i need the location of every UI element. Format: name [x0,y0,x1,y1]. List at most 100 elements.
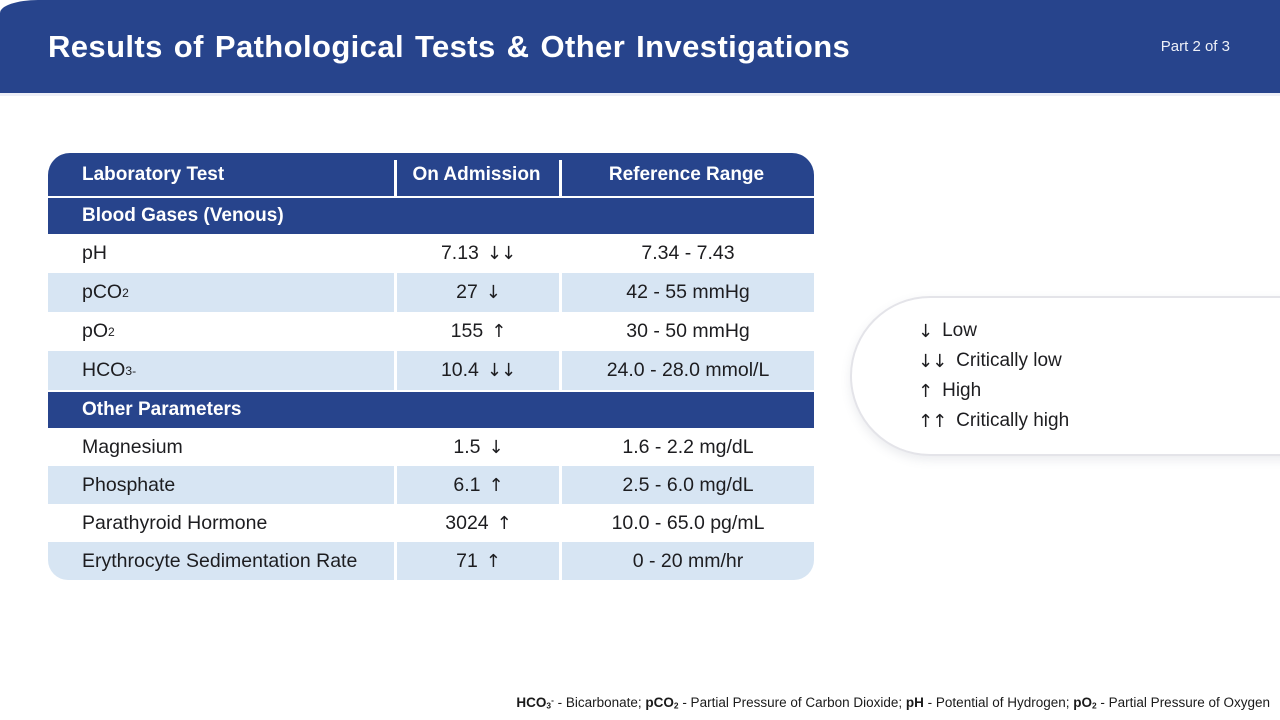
slide-title: Results of Pathological Tests & Other In… [48,28,851,64]
reference-range: 0 - 20 mm/hr [562,542,814,580]
trend-arrow-icon: ↓↓ [486,360,516,381]
legend-item-high: ↑ High [918,376,1280,406]
test-name: pH [48,234,394,273]
test-name-text: pCO [82,281,123,303]
test-name-text: pO [82,320,109,342]
legend-label: Low [942,320,977,341]
table-row-esr: Erythrocyte Sedimentation Rate 71 ↑ 0 - 2… [48,542,814,580]
reference-range: 42 - 55 mmHg [562,273,814,312]
trend-arrow-icon: ↓ [485,282,501,303]
trend-arrow-icon: ↑ [491,321,506,342]
section-title: Other Parameters [82,399,242,420]
abbreviation: pCO2 [645,695,678,710]
abbr-text: HCO [516,695,547,710]
table-row-pco2: pCO 2 27 ↓ 42 - 55 mmHg [48,273,814,312]
abbr-superscript: - [551,694,554,705]
row-separator [48,196,814,198]
test-name: Erythrocyte Sedimentation Rate [48,542,394,580]
test-name: pO 2 [48,312,394,351]
abbr-subscript: 2 [673,700,679,711]
legend-item-low: ↓ Low [918,316,1280,346]
admission-value: 3024 ↑ [397,504,559,542]
legend-label: Critically low [956,350,1062,371]
legend-item-critically-low: ↓↓ Critically low [918,346,1280,376]
header-banner: Results of Pathological Tests & Other In… [0,0,1280,96]
test-name-text: Parathyroid Hormone [82,511,268,534]
test-name-text: Erythrocyte Sedimentation Rate [82,549,358,572]
row-separator [48,390,814,392]
lab-results-table: Laboratory Test On Admission Reference R… [48,153,814,580]
test-name-text: Magnesium [82,435,183,458]
value-text: 7.13 [440,242,479,264]
double-up-arrow-icon: ↑↑ [918,410,947,432]
admission-value: 27 ↓ [397,273,559,312]
table-row-magnesium: Magnesium 1.5 ↓ 1.6 - 2.2 mg/dL [48,428,814,466]
abbreviation-footnote: HCO3- - Bicarbonate; pCO2 - Partial Pres… [516,695,1270,710]
trend-arrow-icon: ↑ [485,550,501,572]
abbreviation: HCO3- [516,695,553,710]
abbr-subscript: 3 [546,700,552,711]
value-text: 10.4 [440,359,479,381]
reference-range: 24.0 - 28.0 mmol/L [562,351,814,390]
trend-arrow-icon: ↓ [488,436,504,458]
header-divider [559,160,562,196]
reference-range: 30 - 50 mmHg [562,312,814,351]
table-row-ph: pH 7.13 ↓↓ 7.34 - 7.43 [48,234,814,273]
abbreviation-definition: - Partial Pressure of Carbon Dioxide; [678,695,906,710]
value-text: 155 [450,320,484,342]
test-name-text: HCO [82,359,126,381]
admission-value: 155 ↑ [397,312,559,351]
part-indicator: Part 2 of 3 [1160,38,1230,55]
header-divider [394,160,397,196]
abbr-text: pH [905,695,924,710]
section-header-other-parameters: Other Parameters [48,392,814,428]
admission-value: 71 ↑ [397,542,559,580]
value-text: 71 [456,549,478,572]
up-arrow-icon: ↑ [918,380,933,402]
reference-range: 10.0 - 65.0 pg/mL [562,504,814,542]
abbr-text: pO [1073,695,1093,710]
test-name: Parathyroid Hormone [48,504,394,542]
admission-value: 10.4 ↓↓ [397,351,559,390]
column-header-on-admission: On Admission [412,163,541,185]
abbreviation: pO2 [1073,695,1096,710]
reference-range: 7.34 - 7.43 [562,234,814,273]
admission-value: 6.1 ↑ [397,466,559,504]
double-down-arrow-icon: ↓↓ [918,350,947,372]
trend-arrow-icon: ↓↓ [486,243,516,264]
abbr-subscript: 2 [1092,700,1097,711]
value-text: 27 [456,281,478,303]
abbreviation-definition: - Potential of Hydrogen; [923,695,1074,710]
column-header-reference-range: Reference Range [608,163,765,185]
trend-arrow-icon: ↑ [488,474,504,496]
admission-value: 1.5 ↓ [397,428,559,466]
table-row-phosphate: Phosphate 6.1 ↑ 2.5 - 6.0 mg/dL [48,466,814,504]
reference-range: 2.5 - 6.0 mg/dL [562,466,814,504]
abbreviation-definition: - Partial Pressure of Oxygen [1096,695,1270,710]
test-name: pCO 2 [48,273,394,312]
test-name-text: pH [82,242,107,264]
legend-label: Critically high [956,410,1070,431]
legend-item-critically-high: ↑↑ Critically high [918,406,1280,436]
table-row-parathyroid-hormone: Parathyroid Hormone 3024 ↑ 10.0 - 65.0 pg… [48,504,814,542]
section-header-blood-gases: Blood Gases (Venous) [48,198,814,234]
trend-arrow-icon: ↑ [496,512,512,534]
abbreviation-definition: - Bicarbonate; [553,695,646,710]
test-name: Magnesium [48,428,394,466]
abbreviation: pH [906,695,924,710]
legend-card: ↓ Low ↓↓ Critically low ↑ High ↑↑ Critic… [850,296,1280,456]
table-row-po2: pO 2 155 ↑ 30 - 50 mmHg [48,312,814,351]
legend-label: High [942,380,982,401]
test-name-text: Phosphate [82,473,176,496]
down-arrow-icon: ↓ [918,320,933,342]
admission-value: 7.13 ↓↓ [397,234,559,273]
value-text: 3024 [445,511,489,534]
abbr-text: pCO [645,695,674,710]
test-name: Phosphate [48,466,394,504]
table-row-hco3: HCO 3- 10.4 ↓↓ 24.0 - 28.0 mmol/L [48,351,814,390]
value-text: 1.5 [453,435,481,458]
column-header-laboratory-test: Laboratory Test [82,163,225,185]
value-text: 6.1 [453,473,481,496]
table-header-row: Laboratory Test On Admission Reference R… [48,153,814,196]
